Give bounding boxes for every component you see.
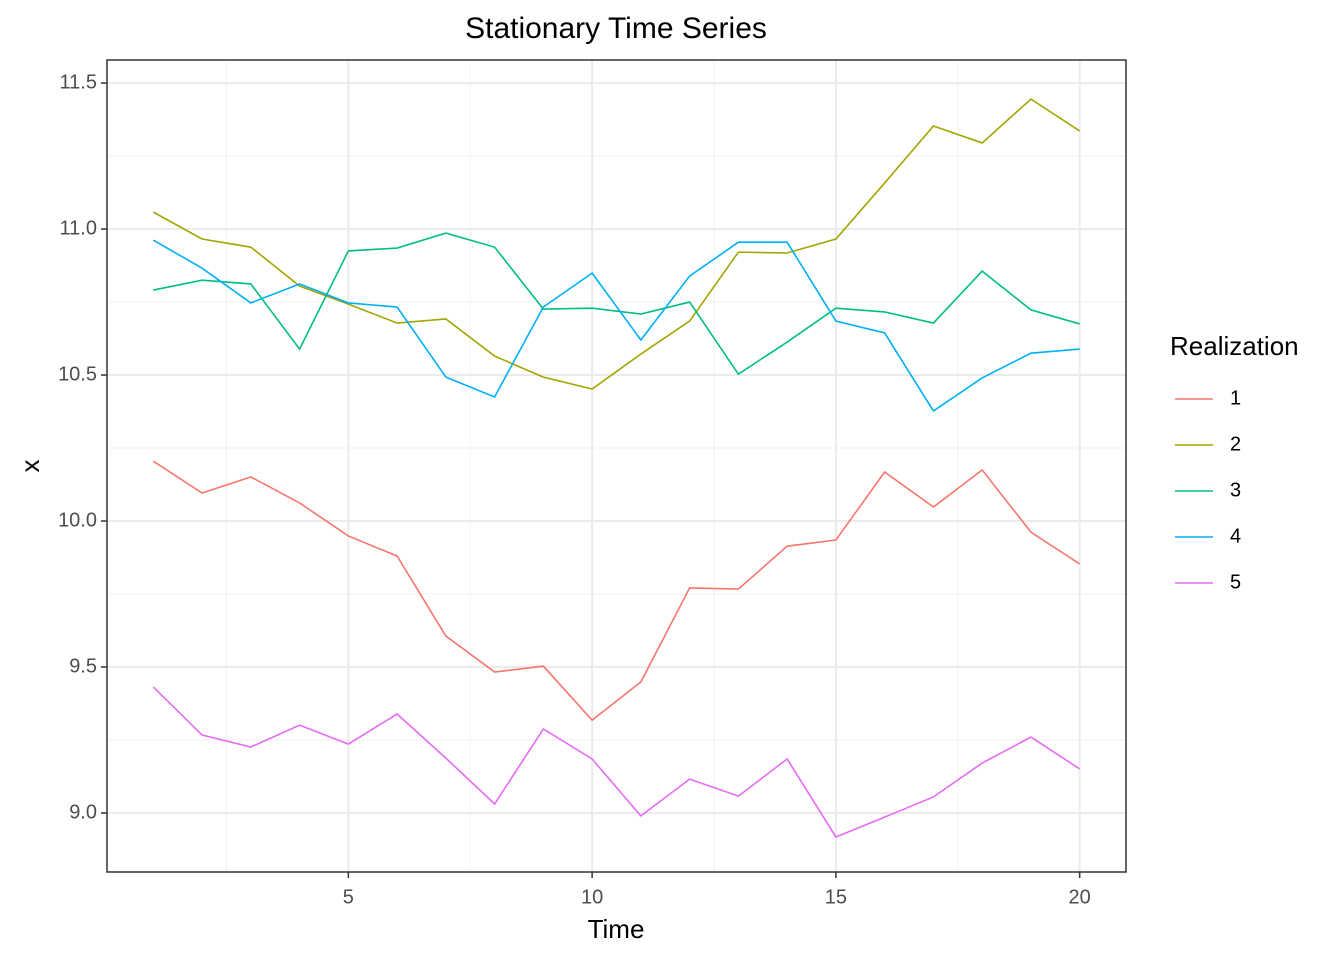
y-axis-label: x — [15, 460, 45, 473]
x-tick-label: 5 — [343, 886, 354, 908]
y-tick-label: 11.0 — [60, 217, 97, 239]
series-line — [152, 98, 1081, 390]
legend-label: 5 — [1230, 571, 1241, 593]
series-line — [152, 686, 1081, 838]
x-axis-label: Time — [588, 914, 645, 944]
y-tick-label: 11.5 — [60, 71, 97, 93]
legend-label: 2 — [1230, 433, 1241, 455]
legend-label: 1 — [1230, 387, 1241, 409]
legend-title: Realization — [1170, 331, 1299, 361]
series-line — [153, 232, 1080, 376]
y-tick-label: 10.0 — [58, 509, 97, 531]
x-tick-label: 10 — [581, 886, 603, 908]
series-line — [152, 460, 1081, 722]
series-line — [152, 239, 1080, 413]
y-tick-label: 10.5 — [58, 363, 97, 385]
legend-label: 4 — [1230, 525, 1241, 547]
plot-border — [106, 59, 1127, 873]
x-tick-label: 15 — [825, 886, 847, 908]
legend-label: 3 — [1230, 479, 1241, 501]
x-tick-label: 20 — [1069, 886, 1091, 908]
y-tick-label: 9.5 — [69, 655, 97, 677]
chart-title: Stationary Time Series — [465, 12, 767, 45]
y-tick-label: 9.0 — [69, 801, 97, 823]
